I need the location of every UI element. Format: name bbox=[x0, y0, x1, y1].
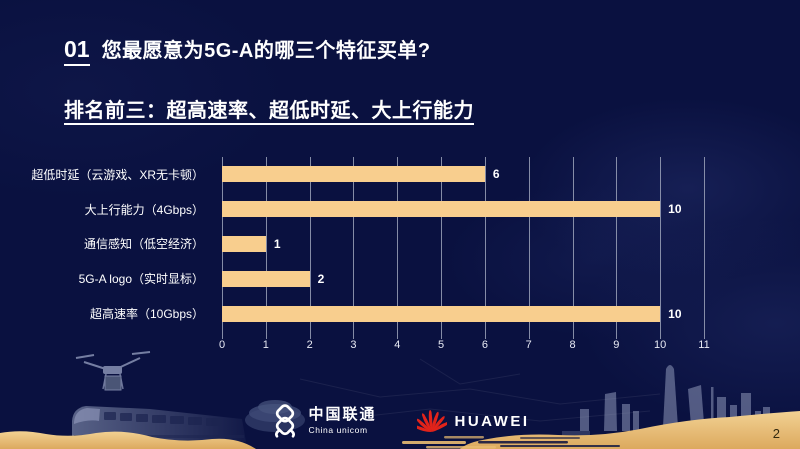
category-label: 5G-A logo（实时显标） bbox=[78, 272, 204, 287]
bar-value-label: 6 bbox=[492, 167, 500, 182]
category-label: 通信感知（低空经济） bbox=[83, 237, 204, 252]
gridline bbox=[484, 157, 486, 339]
category-label: 超高速率（10Gbps） bbox=[89, 307, 204, 322]
title-index: 01 bbox=[64, 36, 90, 67]
gridline bbox=[660, 157, 662, 339]
x-tick-label: 10 bbox=[654, 339, 667, 351]
huawei-flower-icon bbox=[416, 410, 447, 433]
gridline bbox=[528, 157, 530, 339]
bar-row: 6 bbox=[222, 157, 704, 192]
gridline bbox=[704, 157, 705, 339]
x-tick-label: 4 bbox=[394, 339, 401, 351]
bar bbox=[222, 166, 485, 183]
bar-value-label: 2 bbox=[317, 271, 325, 286]
x-tick-label: 2 bbox=[306, 339, 313, 351]
bar-row: 2 bbox=[222, 261, 704, 296]
bar-value-label: 10 bbox=[668, 306, 682, 321]
x-tick-label: 5 bbox=[438, 339, 445, 351]
gridline bbox=[441, 157, 443, 339]
gridline bbox=[397, 157, 399, 339]
map-lines-decoration bbox=[299, 358, 661, 422]
bar bbox=[222, 235, 266, 252]
gridline bbox=[353, 157, 355, 339]
bar bbox=[222, 201, 661, 218]
china-unicom-wordmark: 中国联通 China unicom bbox=[308, 407, 376, 435]
footer-artwork bbox=[0, 351, 800, 449]
x-tick-label: 1 bbox=[262, 339, 269, 351]
china-unicom-cn-label: 中国联通 bbox=[308, 406, 377, 424]
bar bbox=[222, 270, 310, 287]
chart-x-axis: 0 1 2 3 4 5 6 7 8 9 10 11 bbox=[218, 339, 710, 353]
china-unicom-logo: 中国联通 China unicom bbox=[270, 404, 376, 438]
china-unicom-en-label: China unicom bbox=[308, 424, 368, 435]
bar bbox=[222, 305, 661, 322]
bar-row: 10 bbox=[222, 296, 704, 331]
drone-decoration bbox=[75, 351, 151, 391]
gridline bbox=[616, 157, 618, 339]
bar-row: 10 bbox=[222, 192, 704, 227]
page-title: 01 您最愿意为5G-A的哪三个特征买单? bbox=[64, 34, 431, 67]
x-tick-label: 8 bbox=[569, 339, 576, 351]
bar-value-label: 1 bbox=[273, 236, 281, 251]
chart-plot: 6 10 1 2 10 bbox=[222, 157, 705, 339]
gridline bbox=[309, 157, 311, 339]
huawei-logo: HUAWEI bbox=[416, 409, 530, 433]
title-text: 您最愿意为5G-A的哪三个特征买单? bbox=[101, 40, 431, 62]
sand-brush-decoration bbox=[0, 411, 800, 449]
x-tick-label: 7 bbox=[525, 339, 532, 351]
huawei-wordmark: HUAWEI bbox=[454, 412, 530, 430]
china-unicom-knot-icon bbox=[275, 404, 296, 438]
x-tick-label: 6 bbox=[481, 339, 488, 351]
subtitle: 排名前三：超高速率、超低时延、大上行能力 bbox=[64, 100, 474, 122]
category-label: 大上行能力（4Gbps） bbox=[84, 202, 204, 217]
x-tick-label: 0 bbox=[218, 339, 226, 351]
x-tick-label: 11 bbox=[698, 339, 710, 351]
bar-value-label: 10 bbox=[668, 202, 682, 217]
gridline bbox=[572, 157, 574, 339]
x-tick-label: 9 bbox=[613, 339, 620, 351]
chart-categories: 超低时延（云游戏、XR无卡顿） 大上行能力（4Gbps） 通信感知（低空经济） 5G-… bbox=[0, 157, 212, 331]
gridline bbox=[265, 157, 267, 339]
bar-row: 1 bbox=[222, 227, 704, 262]
page-number: 2 bbox=[772, 426, 780, 441]
footer-logos: 中国联通 China unicom HUAWEI bbox=[0, 401, 800, 441]
x-tick-label: 3 bbox=[350, 339, 357, 351]
category-label: 超低时延（云游戏、XR无卡顿） bbox=[31, 167, 204, 182]
